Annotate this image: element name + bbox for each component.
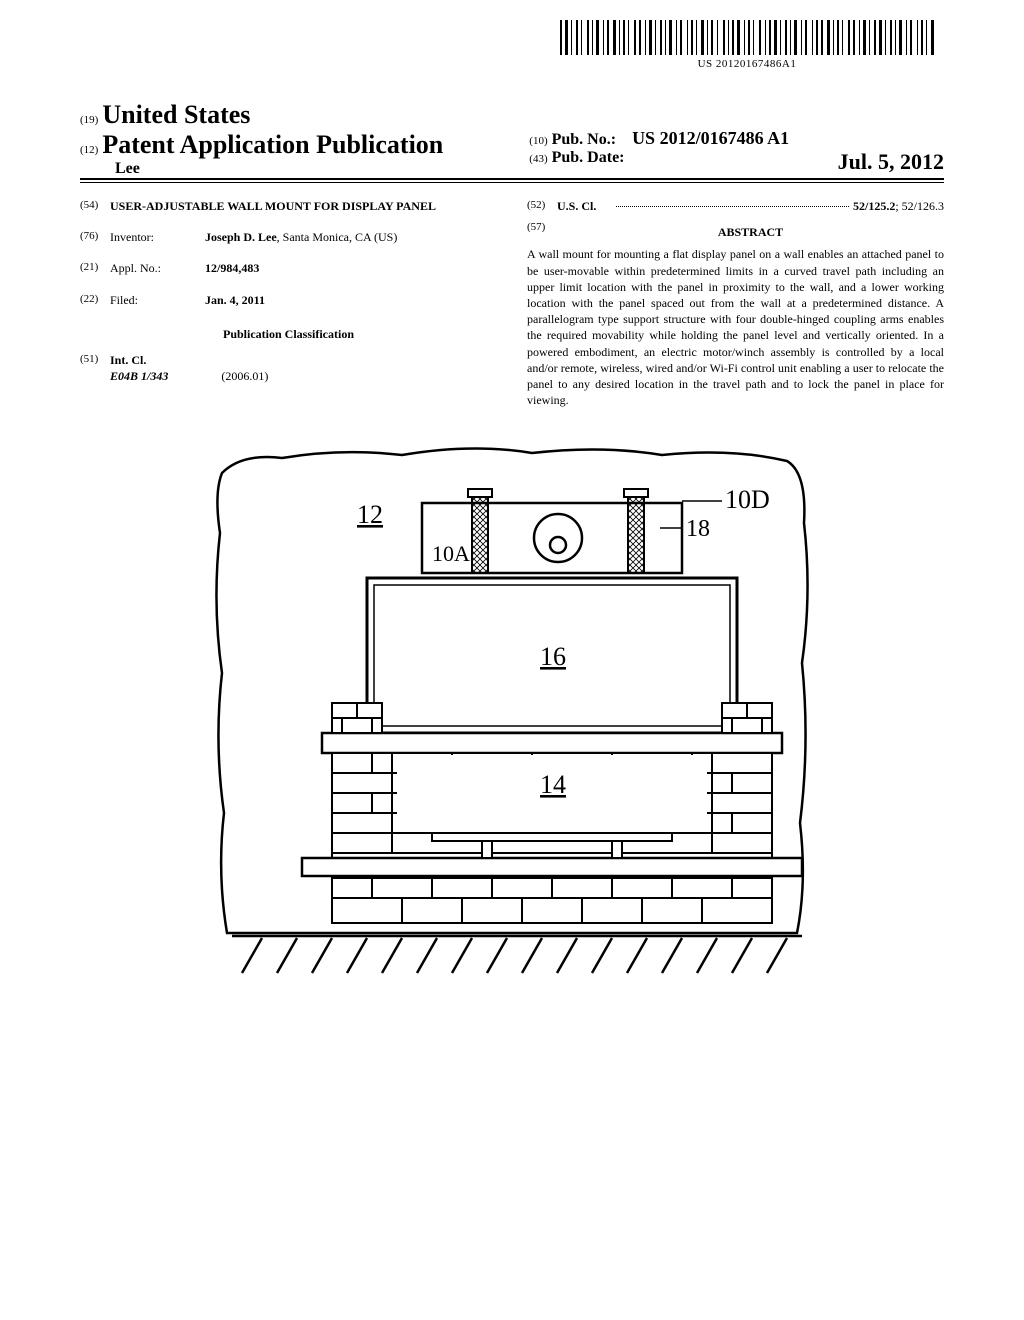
country-inid: (19) xyxy=(80,114,98,126)
pubno-inid: (10) xyxy=(529,135,547,147)
header-rule-thin xyxy=(80,182,944,183)
intcl-code: E04B 1/343 xyxy=(110,369,168,383)
pubno-label: Pub. No.: xyxy=(552,131,616,148)
pubdate-label: Pub. Date: xyxy=(552,149,625,166)
intcl-date: (2006.01) xyxy=(221,369,268,383)
uscl-primary: 52/125.2 xyxy=(853,199,895,213)
uscl-leader-dots xyxy=(616,198,849,207)
fig-label-14: 14 xyxy=(540,770,566,799)
header-rule-thick xyxy=(80,178,944,180)
abstract-heading: ABSTRACT xyxy=(557,224,944,240)
uscl-secondary: ; 52/126.3 xyxy=(895,199,944,213)
filed-date: Jan. 4, 2011 xyxy=(205,292,497,308)
application-number: 12/984,483 xyxy=(205,260,497,276)
author-surname: Lee xyxy=(115,160,495,178)
inventor-label: Inventor: xyxy=(110,229,205,245)
patent-figure: 12 10A 10D 18 16 14 xyxy=(192,433,832,993)
abstract-body: A wall mount for mounting a flat display… xyxy=(527,246,944,408)
country-name: United States xyxy=(102,100,250,129)
fig-label-10d: 10D xyxy=(725,485,770,514)
barcode-graphic xyxy=(560,20,934,55)
barcode-region: US 20120167486A1 xyxy=(560,20,934,70)
fig-label-12: 12 xyxy=(357,500,383,529)
uscl-label: U.S. Cl. xyxy=(557,198,612,214)
intcl-inid: (51) xyxy=(80,352,110,384)
fig-label-10a: 10A xyxy=(432,541,470,566)
publication-type: Patent Application Publication xyxy=(102,130,443,159)
abstract-inid: (57) xyxy=(527,220,557,246)
pub-classification-title: Publication Classification xyxy=(80,326,497,342)
filed-label: Filed: xyxy=(110,292,205,308)
appl-inid: (21) xyxy=(80,260,110,276)
title-inid: (54) xyxy=(80,198,110,214)
pubdate-inid: (43) xyxy=(529,153,547,165)
figure-region: 12 10A 10D 18 16 14 xyxy=(80,433,944,998)
uscl-inid: (52) xyxy=(527,198,557,214)
left-column: (54) USER-ADJUSTABLE WALL MOUNT FOR DISP… xyxy=(80,198,497,408)
publication-number: US 2012/0167486 A1 xyxy=(632,128,789,148)
fig-label-16: 16 xyxy=(540,642,566,671)
barcode-text: US 20120167486A1 xyxy=(560,58,934,70)
inventor-inid: (76) xyxy=(80,229,110,245)
pubtype-inid: (12) xyxy=(80,144,98,156)
fig-label-18: 18 xyxy=(686,516,710,542)
publication-date: Jul. 5, 2012 xyxy=(838,149,944,175)
inventor-location: , Santa Monica, CA (US) xyxy=(277,230,398,244)
appl-label: Appl. No.: xyxy=(110,260,205,276)
bibliographic-columns: (54) USER-ADJUSTABLE WALL MOUNT FOR DISP… xyxy=(80,198,944,408)
inventor-name: Joseph D. Lee xyxy=(205,230,277,244)
intcl-label: Int. Cl. xyxy=(110,352,497,368)
filed-inid: (22) xyxy=(80,292,110,308)
right-column: (52) U.S. Cl. 52/125.2; 52/126.3 (57) AB… xyxy=(527,198,944,408)
invention-title: USER-ADJUSTABLE WALL MOUNT FOR DISPLAY P… xyxy=(110,198,497,214)
